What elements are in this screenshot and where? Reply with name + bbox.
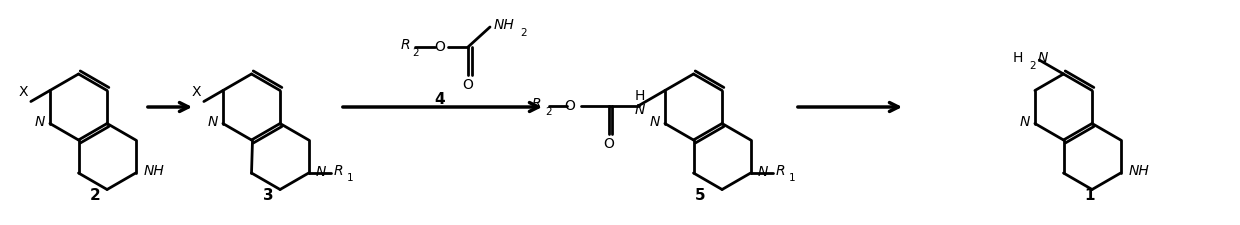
Text: O: O: [604, 137, 614, 151]
Text: NH: NH: [494, 18, 515, 32]
Text: 2: 2: [89, 187, 100, 202]
Text: 2: 2: [1029, 61, 1035, 71]
Text: H: H: [1013, 51, 1023, 65]
Text: N: N: [650, 115, 660, 128]
Text: 1: 1: [789, 173, 795, 183]
Text: 3: 3: [263, 187, 273, 202]
Text: X: X: [19, 86, 27, 99]
Text: R: R: [334, 164, 343, 178]
Text: R: R: [401, 38, 410, 52]
Text: N: N: [315, 165, 326, 179]
Text: 2: 2: [412, 48, 419, 58]
Text: R: R: [776, 164, 785, 178]
Text: R: R: [531, 97, 541, 110]
Text: NH: NH: [144, 164, 164, 178]
Text: O: O: [463, 78, 474, 92]
Text: O: O: [564, 99, 575, 112]
Text: N: N: [1019, 115, 1030, 128]
Text: 2: 2: [520, 28, 527, 38]
Text: 4: 4: [435, 92, 445, 106]
Text: N: N: [1037, 51, 1048, 65]
Text: H: H: [635, 88, 645, 103]
Text: O: O: [434, 40, 445, 54]
Text: 1: 1: [1085, 187, 1095, 202]
Text: 2: 2: [544, 106, 552, 117]
Text: 5: 5: [694, 187, 706, 202]
Text: N: N: [35, 115, 45, 128]
Text: 1: 1: [347, 173, 353, 183]
Text: N: N: [635, 103, 645, 117]
Text: X: X: [191, 86, 201, 99]
Text: N: N: [208, 115, 218, 128]
Text: N: N: [758, 165, 768, 179]
Text: NH: NH: [1128, 164, 1149, 178]
